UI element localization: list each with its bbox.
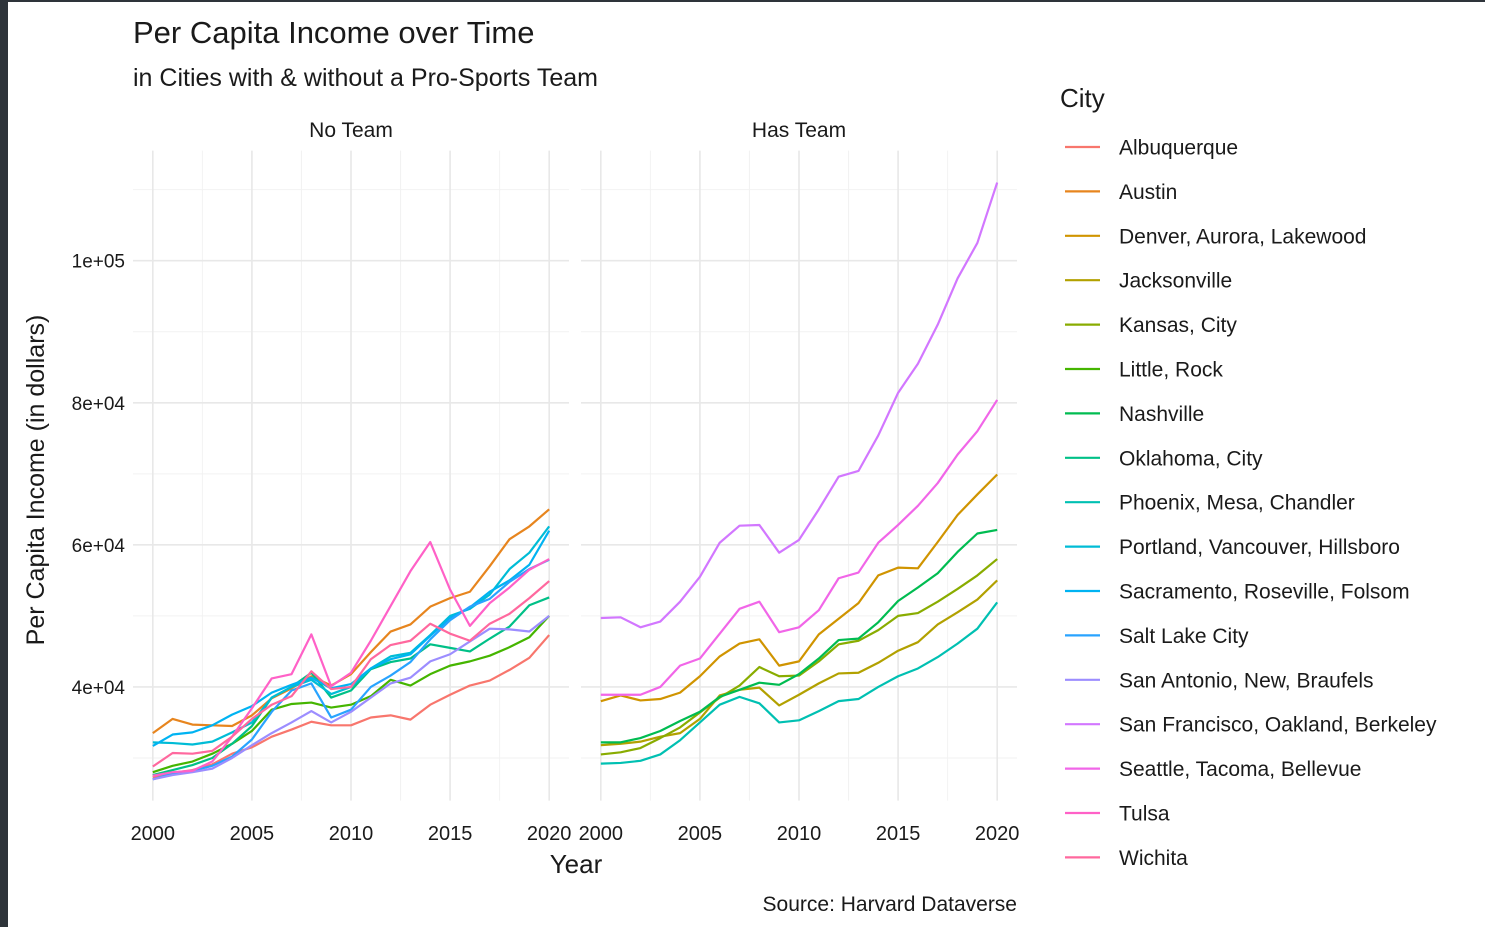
y-tick-label: 8e+04 [72,394,126,415]
series-line [600,473,998,703]
series-line [152,615,550,774]
legend-label: Albuquerque [1119,137,1238,160]
caption: Source: Harvard Dataverse [763,893,1017,916]
x-tick-label: 2010 [777,823,822,845]
chart-title: Per Capita Income over Time [133,15,534,50]
x-tick-label: 2005 [678,823,723,845]
facet-label: No Team [309,119,393,142]
legend-label: Seattle, Tacoma, Bellevue [1119,758,1361,781]
series-line [600,558,998,756]
series-line [152,540,550,777]
x-tick-label: 2010 [329,823,374,845]
series-line [152,634,551,779]
legend-label: Oklahoma, City [1119,447,1263,470]
x-tick-label: 2005 [230,823,275,845]
x-tick-label: 2000 [131,823,176,845]
legend-title: City [1060,83,1105,113]
y-tick-label: 4e+04 [72,678,126,699]
legend-label: San Francisco, Oakland, Berkeley [1119,714,1437,737]
legend-label: Nashville [1119,403,1204,426]
legend-label: Wichita [1119,847,1188,870]
legend-label: Salt Lake City [1119,625,1249,648]
x-tick-label: 2000 [579,823,624,845]
series-line [600,528,998,744]
y-axis-label: Per Capita Income (in dollars) [22,315,50,646]
background [8,2,1485,927]
legend-label: San Antonio, New, Braufels [1119,669,1374,692]
series-line [152,530,551,747]
series-line [600,399,999,696]
legend-label: Phoenix, Mesa, Chandler [1119,492,1355,515]
x-tick-label: 2020 [975,823,1020,845]
legend-label: Austin [1119,181,1177,204]
facet-label: Has Team [752,119,846,142]
series-line [152,615,550,781]
y-tick-label: 6e+04 [72,536,126,557]
series-line [600,182,999,629]
legend-label: Little, Rock [1119,359,1223,382]
series-line [600,601,999,765]
legend-label: Sacramento, Roseville, Folsom [1119,581,1410,604]
x-axis-label: Year [550,849,603,879]
y-tick-label: 1e+05 [72,252,125,273]
legend-label: Jacksonville [1119,270,1232,293]
legend-label: Kansas, City [1119,314,1237,337]
series-line [152,580,550,768]
x-tick-label: 2015 [428,823,473,845]
legend-label: Denver, Aurora, Lakewood [1119,225,1367,248]
series-line [152,508,550,735]
series-line [152,558,550,781]
legend-label: Portland, Vancouver, Hillsboro [1119,536,1400,559]
x-tick-label: 2020 [527,823,572,845]
chart-subtitle: in Cities with & without a Pro-Sports Te… [133,64,598,92]
legend-label: Tulsa [1119,803,1170,826]
x-tick-label: 2015 [876,823,921,845]
